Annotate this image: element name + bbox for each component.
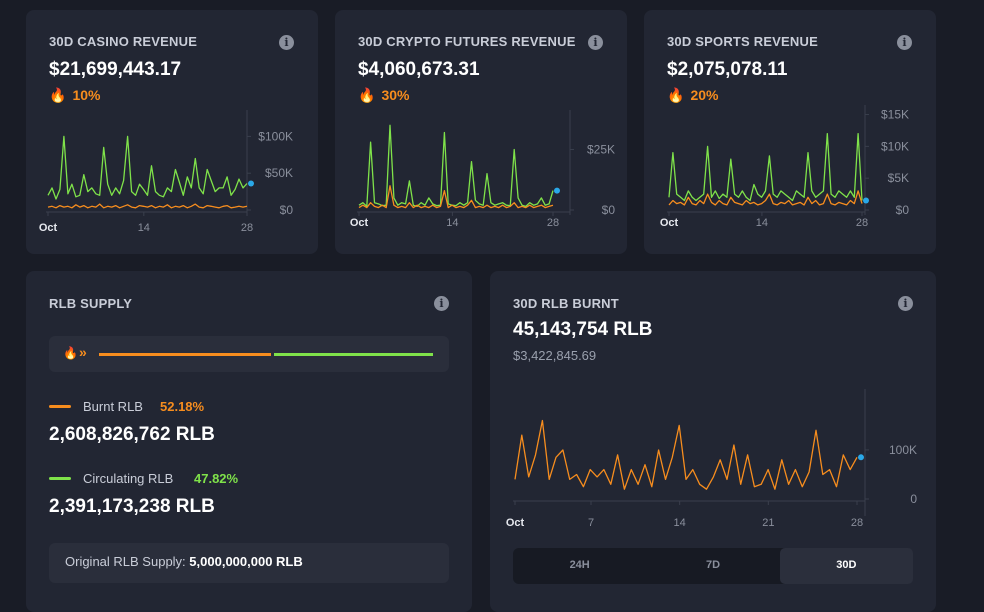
y-tick-label: $0: [896, 203, 910, 217]
y-tick-label: $0: [280, 203, 294, 217]
percent-value: 20%: [690, 87, 719, 103]
revenue-percent: 🔥 10%: [49, 87, 100, 104]
double-chevron-icon: »: [79, 344, 87, 360]
circulating-percent: 47.82%: [194, 471, 239, 486]
burnt-total-value: 45,143,754 RLB: [513, 319, 653, 340]
info-icon[interactable]: i: [279, 35, 294, 50]
revenue-value: $21,699,443.17: [49, 59, 182, 80]
y-tick-label: $100K: [258, 129, 293, 143]
y-tick-label: 100K: [889, 443, 917, 457]
burnt-segment: [99, 353, 272, 356]
revenue-percent: 🔥 30%: [358, 87, 409, 104]
latest-value-dot[interactable]: [248, 180, 254, 187]
x-tick-label: 21: [762, 517, 774, 529]
burnt-usd-value: $3,422,845.69: [513, 348, 597, 363]
latest-value-dot[interactable]: [858, 454, 864, 461]
card-title: 30D CRYPTO FUTURES REVENUE: [358, 34, 576, 49]
original-supply-box: Original RLB Supply: 5,000,000,000 RLB: [49, 543, 449, 583]
latest-value-dot[interactable]: [554, 187, 560, 194]
latest-value-dot[interactable]: [863, 197, 869, 204]
sports-revenue-card: 30D SPORTS REVENUE i $2,075,078.11 🔥 20% …: [644, 10, 936, 254]
series-line-orange: [668, 190, 863, 206]
crypto-futures-revenue-card: 30D CRYPTO FUTURES REVENUE i $4,060,673.…: [335, 10, 627, 254]
info-icon[interactable]: i: [588, 35, 603, 50]
revenue-value: $2,075,078.11: [667, 59, 788, 80]
x-tick-label: 28: [856, 217, 868, 229]
y-tick-label: $5K: [888, 171, 909, 185]
rlb-burnt-card: 30D RLB BURNT i 45,143,754 RLB $3,422,84…: [490, 271, 936, 612]
tab-24h[interactable]: 24H: [569, 559, 590, 571]
card-title: 30D RLB BURNT: [513, 296, 619, 311]
rlb-burnt-chart: 100K 0 Oct 7 14 21 28: [506, 389, 917, 529]
circulating-segment: [274, 353, 433, 356]
y-tick-label: $0: [602, 203, 616, 217]
series-line-orange: [358, 185, 554, 209]
x-tick-label: Oct: [660, 217, 679, 229]
casino-revenue-chart: $100K $50K $0 Oct 14 28: [39, 110, 294, 234]
y-tick-label: $10K: [881, 139, 909, 153]
series-line-orange: [47, 203, 248, 209]
series-line-green: [47, 135, 248, 200]
circulating-legend-line: [49, 477, 71, 480]
x-tick-label: 14: [446, 217, 458, 229]
burnt-legend-line: [49, 405, 71, 408]
supply-progress-box: 🔥 »: [49, 336, 449, 372]
series-line-green: [358, 124, 554, 208]
x-tick-label: 28: [547, 217, 559, 229]
tab-7d[interactable]: 7D: [705, 559, 721, 571]
flame-icon: 🔥: [49, 87, 67, 103]
x-tick-label: Oct: [39, 222, 58, 234]
revenue-percent: 🔥 20%: [667, 87, 718, 104]
x-tick-label: Oct: [350, 217, 369, 229]
flame-icon: 🔥: [667, 87, 685, 103]
original-supply-label: Original RLB Supply:: [65, 554, 186, 569]
info-icon[interactable]: i: [898, 296, 913, 311]
burnt-label: Burnt RLB: [83, 399, 143, 414]
supply-progress-bar: [99, 353, 433, 356]
casino-revenue-card: 30D CASINO REVENUE i $21,699,443.17 🔥 10%…: [26, 10, 318, 254]
burnt-value: 2,608,826,762 RLB: [49, 424, 215, 445]
percent-value: 30%: [381, 87, 410, 103]
sports-revenue-chart: $15K $10K $5K $0 Oct 14 28: [660, 105, 910, 229]
x-tick-label: 14: [756, 217, 768, 229]
x-tick-label: 28: [851, 517, 863, 529]
crypto-futures-revenue-chart: $25K $0 Oct 14 28: [350, 110, 616, 229]
flame-icon: 🔥: [63, 346, 78, 360]
timeframe-selector: 24H 7D 30D: [513, 548, 913, 584]
info-icon[interactable]: i: [434, 296, 449, 311]
rlb-supply-card: RLB SUPPLY i 🔥 » Burnt RLB 52.18% 2,608,…: [26, 271, 472, 612]
y-tick-label: $50K: [265, 166, 293, 180]
revenue-value: $4,060,673.31: [358, 59, 480, 80]
original-supply-value: 5,000,000,000 RLB: [189, 554, 303, 569]
tab-30d[interactable]: 30D: [779, 548, 913, 584]
y-tick-label: $25K: [587, 142, 615, 156]
circulating-value: 2,391,173,238 RLB: [49, 496, 215, 517]
info-icon[interactable]: i: [897, 35, 912, 50]
series-line-orange: [514, 419, 858, 490]
x-tick-label: 14: [674, 517, 686, 529]
y-tick-label: $15K: [881, 108, 909, 122]
card-title: 30D SPORTS REVENUE: [667, 34, 818, 49]
x-tick-label: 7: [588, 517, 594, 529]
burnt-percent: 52.18%: [160, 399, 205, 414]
y-tick-label: 0: [910, 492, 917, 506]
card-title: RLB SUPPLY: [49, 296, 133, 311]
x-tick-label: 14: [138, 222, 150, 234]
x-tick-label: Oct: [506, 517, 525, 529]
percent-value: 10%: [72, 87, 101, 103]
flame-icon: 🔥: [358, 87, 376, 103]
circulating-label: Circulating RLB: [83, 471, 174, 486]
series-line-green: [668, 132, 863, 202]
x-tick-label: 28: [241, 222, 253, 234]
card-title: 30D CASINO REVENUE: [49, 34, 198, 49]
